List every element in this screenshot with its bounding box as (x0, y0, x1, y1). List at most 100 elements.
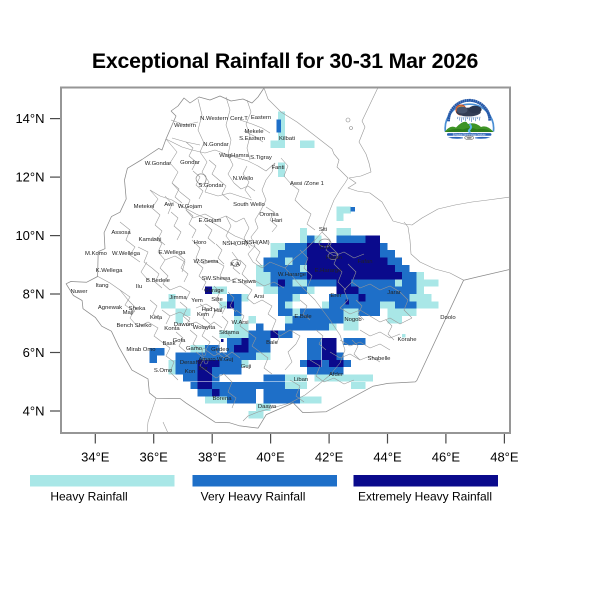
svg-text:Afder: Afder (329, 372, 343, 378)
svg-text:6°N: 6°N (23, 345, 45, 360)
svg-text:Haran: Haran (326, 255, 342, 261)
svg-text:Ilu: Ilu (136, 284, 142, 290)
svg-text:D.D: D.D (320, 245, 330, 251)
svg-text:E.Gojam: E.Gojam (199, 218, 222, 224)
svg-text:42°E: 42°E (315, 450, 344, 465)
svg-text:Kefa: Kefa (150, 315, 163, 321)
svg-text:Ethiopian Meteorology Institut: Ethiopian Meteorology Institute (453, 133, 486, 136)
svg-text:W.Guj: W.Guj (217, 357, 233, 363)
svg-text:Fanti: Fanti (271, 165, 284, 171)
svg-text:K.Wellega: K.Wellega (96, 268, 123, 274)
svg-text:Nogob: Nogob (344, 317, 362, 323)
svg-text:Agnewak: Agnewak (98, 305, 122, 311)
svg-text:Bask: Bask (162, 341, 175, 347)
svg-text:Nuwer: Nuwer (70, 289, 87, 295)
svg-text:W.Shewa: W.Shewa (194, 259, 220, 265)
svg-text:Maji: Maji (123, 310, 134, 316)
svg-text:S.Tigray: S.Tigray (250, 155, 272, 161)
svg-text:Had: Had (202, 307, 213, 313)
svg-text:Oromia: Oromia (259, 212, 279, 218)
svg-text:M.Komo: M.Komo (85, 251, 108, 257)
svg-text:Doolo: Doolo (440, 315, 456, 321)
svg-text:Hal: Hal (214, 308, 223, 314)
svg-text:Kon: Kon (185, 369, 195, 375)
svg-text:E.Wellega: E.Wellega (159, 250, 186, 256)
svg-text:38°E: 38°E (198, 450, 227, 465)
svg-text:Siti: Siti (319, 227, 327, 233)
svg-text:S.Omo: S.Omo (154, 368, 173, 374)
svg-text:NSH(OR): NSH(OR) (222, 241, 247, 247)
svg-text:WagHamra: WagHamra (219, 153, 249, 159)
svg-text:S.Gondar: S.Gondar (198, 183, 223, 189)
svg-text:W.Gojam: W.Gojam (178, 204, 202, 210)
svg-text:34°E: 34°E (81, 450, 110, 465)
svg-text:Bur: Bur (198, 366, 207, 372)
svg-text:Kem: Kem (197, 312, 209, 318)
svg-text:Metekel: Metekel (134, 204, 155, 210)
svg-text:Borena: Borena (213, 396, 233, 402)
svg-text:W.Gondar: W.Gondar (145, 161, 172, 167)
svg-text:14°N: 14°N (15, 111, 44, 126)
svg-text:Erer: Erer (330, 293, 341, 299)
svg-text:Gofa: Gofa (173, 338, 186, 344)
svg-text:12°N: 12°N (15, 170, 44, 185)
svg-text:South Wello: South Wello (233, 202, 265, 208)
svg-text:Liban: Liban (294, 377, 308, 383)
svg-text:W.Hararge: W.Hararge (278, 272, 307, 278)
svg-text:Konta: Konta (164, 326, 180, 332)
svg-text:Gurage: Gurage (204, 288, 224, 294)
svg-text:Western: Western (174, 123, 196, 129)
svg-text:Mekele: Mekele (245, 129, 265, 135)
svg-text:Assosa: Assosa (111, 230, 131, 236)
svg-text:Gamo: Gamo (186, 346, 203, 352)
svg-text:Guji: Guji (241, 364, 251, 370)
svg-text:10°N: 10°N (15, 228, 44, 243)
svg-text:48°E: 48°E (490, 450, 519, 465)
svg-text:40°E: 40°E (256, 450, 285, 465)
svg-text:Amaro: Amaro (198, 357, 216, 363)
svg-text:E.Shewa: E.Shewa (232, 279, 256, 285)
svg-text:Very Heavy Rainfall: Very Heavy Rainfall (201, 490, 306, 504)
svg-text:NSH(AM): NSH(AM) (244, 240, 269, 246)
svg-text:E.Hararge: E.Hararge (315, 268, 343, 274)
svg-text:Sheka: Sheka (129, 306, 146, 312)
svg-text:Wolayita: Wolayita (193, 325, 216, 331)
svg-text:Fafan: Fafan (357, 259, 372, 265)
svg-text:Horo: Horo (194, 240, 207, 246)
svg-text:Eastern: Eastern (251, 115, 271, 121)
svg-text:Itang: Itang (95, 283, 108, 289)
svg-text:S.Eastern: S.Eastern (239, 136, 265, 142)
svg-text:N.Wello: N.Wello (233, 176, 254, 182)
svg-text:Silte: Silte (211, 297, 223, 303)
svg-text:Bale: Bale (266, 340, 279, 346)
svg-text:N.Gondar: N.Gondar (203, 142, 229, 148)
svg-text:SW.Shewa: SW.Shewa (202, 276, 232, 282)
svg-text:Extremely Heavy Rainfall: Extremely Heavy Rainfall (358, 490, 492, 504)
svg-text:Korahe: Korahe (398, 337, 418, 343)
svg-text:Jarar: Jarar (387, 290, 400, 296)
svg-text:Derashe: Derashe (180, 360, 203, 366)
svg-text:4°N: 4°N (23, 404, 45, 419)
svg-text:Kilbati: Kilbati (279, 136, 295, 142)
svg-text:Gedeo: Gedeo (211, 347, 229, 353)
svg-text:Dawuro: Dawuro (174, 322, 195, 328)
svg-text:46°E: 46°E (432, 450, 461, 465)
svg-text:Shabelle: Shabelle (368, 356, 392, 362)
svg-text:B.Bedele: B.Bedele (146, 278, 171, 284)
svg-text:Kamashi: Kamashi (139, 237, 162, 243)
svg-text:Heavy Rainfall: Heavy Rainfall (50, 490, 127, 504)
svg-text:Arsi: Arsi (254, 294, 264, 300)
svg-text:Awsi /Zone 1: Awsi /Zone 1 (290, 181, 324, 187)
svg-text:Bench Sheko: Bench Sheko (116, 323, 152, 329)
svg-text:36°E: 36°E (140, 450, 169, 465)
svg-text:Mirab Omo: Mirab Omo (126, 347, 156, 353)
svg-text:Gondar: Gondar (180, 160, 200, 166)
svg-text:K.A: K.A (230, 262, 240, 268)
svg-text:Hari: Hari (272, 218, 283, 224)
svg-text:W.Wellega: W.Wellega (112, 251, 141, 257)
svg-text:44°E: 44°E (373, 450, 402, 465)
svg-text:Sidama: Sidama (219, 330, 240, 336)
svg-text:Yem: Yem (191, 298, 203, 304)
svg-text:Jimma: Jimma (169, 295, 187, 301)
svg-text:Cent.T: Cent.T (230, 116, 248, 122)
